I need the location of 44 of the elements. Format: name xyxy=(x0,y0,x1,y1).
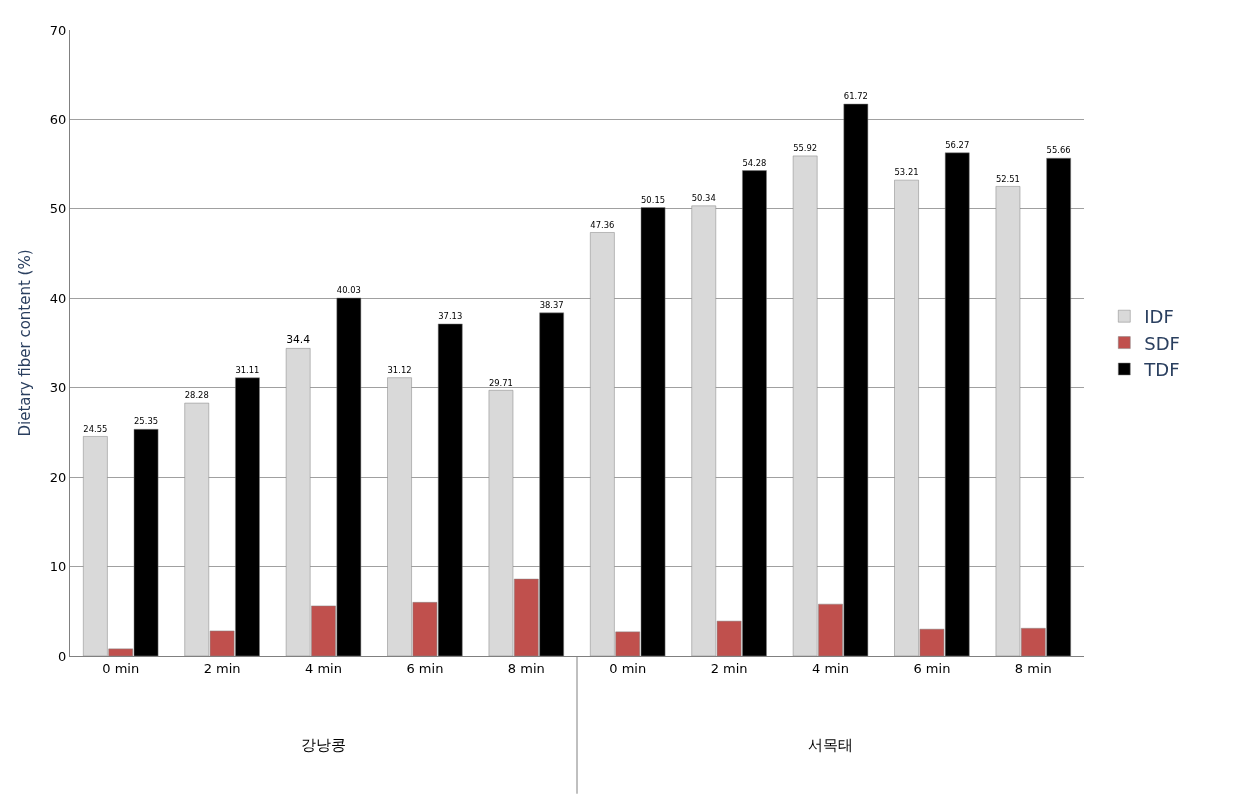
x-tick-label: 0 min xyxy=(609,660,647,676)
data-label: 61.72 xyxy=(843,91,868,102)
data-label: 34.4 xyxy=(286,333,311,347)
x-tick-label: 4 min xyxy=(812,660,849,676)
data-label: 24.55 xyxy=(83,423,108,434)
x-tick-label: 8 min xyxy=(1014,660,1052,676)
data-label: 50.34 xyxy=(691,193,716,204)
y-tick-label: 30 xyxy=(49,380,67,396)
data-label: 47.36 xyxy=(590,219,615,230)
text: 서목태 xyxy=(808,736,853,754)
data-label: 55.66 xyxy=(1046,145,1071,156)
data-label: 38.37 xyxy=(539,300,564,311)
data-label: 25.35 xyxy=(134,416,159,427)
data-label: 40.03 xyxy=(336,285,361,296)
data-label: 56.27 xyxy=(945,139,970,150)
y-tick-label: 20 xyxy=(49,469,67,485)
data-label: 28.28 xyxy=(184,390,209,401)
legend-label: IDF xyxy=(1144,306,1174,328)
x-tick-label: 2 min xyxy=(203,660,241,676)
data-label: 55.92 xyxy=(793,143,818,154)
data-label: 53.21 xyxy=(894,167,919,178)
x-tick-label: 8 min xyxy=(507,660,545,676)
y-tick-label: 40 xyxy=(49,290,67,306)
y-tick-label: 70 xyxy=(49,22,67,38)
text: 강낭콩 xyxy=(301,736,346,754)
data-label: 54.28 xyxy=(742,157,767,168)
data-label: 37.13 xyxy=(438,311,463,322)
data-label: 50.15 xyxy=(641,194,666,205)
legend-label: TDF xyxy=(1143,359,1180,381)
legend-label: SDF xyxy=(1144,332,1180,354)
x-tick-label: 2 min xyxy=(710,660,748,676)
y-tick-label: 60 xyxy=(49,111,67,127)
y-tick-label: 50 xyxy=(49,201,67,217)
y-tick-label: 10 xyxy=(49,559,67,575)
x-tick-label: 6 min xyxy=(913,660,951,676)
y-axis-title: Dietary fiber content (%) xyxy=(16,249,35,437)
data-label: 31.11 xyxy=(235,364,260,375)
data-label: 31.12 xyxy=(387,364,412,375)
x-tick-label: 0 min xyxy=(102,660,140,676)
x-tick-label: 4 min xyxy=(305,660,342,676)
x-tick-label: 6 min xyxy=(406,660,444,676)
y-tick-label: 0 xyxy=(58,648,67,664)
data-label: 52.51 xyxy=(995,173,1020,184)
data-label: 29.71 xyxy=(488,377,513,388)
